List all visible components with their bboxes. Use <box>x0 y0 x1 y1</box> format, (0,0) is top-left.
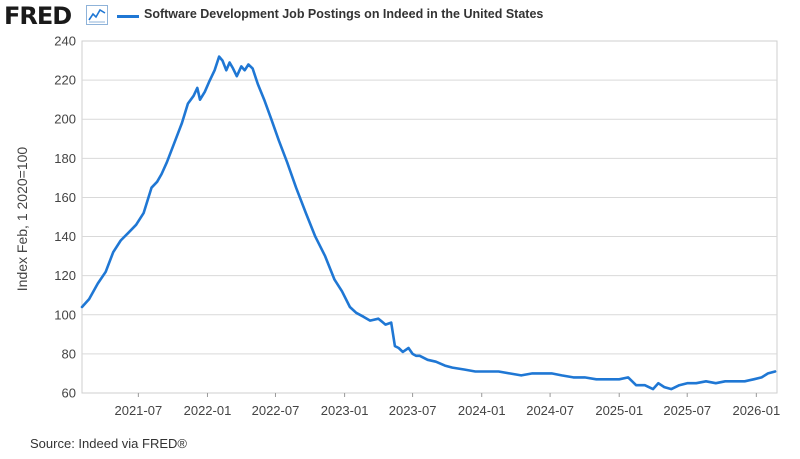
x-tick-label: 2026-01 <box>732 403 780 418</box>
y-tick-label: 180 <box>54 151 76 166</box>
y-tick-label: 80 <box>62 346 76 361</box>
x-tick-label: 2025-01 <box>595 403 643 418</box>
y-tick-label: 60 <box>62 386 76 401</box>
x-tick-label: 2024-07 <box>526 403 574 418</box>
line-chart-icon <box>86 5 108 25</box>
x-tick-label: 2023-07 <box>389 403 437 418</box>
y-tick-label: 100 <box>54 307 76 322</box>
y-tick-label: 200 <box>54 112 76 127</box>
y-tick-label: 240 <box>54 34 76 49</box>
plot-background <box>81 40 778 394</box>
y-tick-label: 120 <box>54 268 76 283</box>
series-line <box>80 55 777 391</box>
y-axis-ticks: 60 80 100 120 140 160 180 200 220 240 <box>54 34 76 401</box>
x-axis-ticks: 2021-07 2022-01 2022-07 2023-01 2023-07 2024-… <box>114 393 780 418</box>
y-tick-label: 140 <box>54 229 76 244</box>
y-tick-label: 220 <box>54 73 76 88</box>
y-axis-label: Index Feb, 1 2020=100 <box>14 147 30 292</box>
x-tick-label: 2022-01 <box>184 403 232 418</box>
chart-header: FRED Software Development Job Postings o… <box>0 0 800 32</box>
fred-logo: FRED <box>4 2 72 30</box>
x-tick-label: 2022-07 <box>252 403 300 418</box>
legend-series-name: Software Development Job Postings on Ind… <box>144 7 544 21</box>
source-note: Source: Indeed via FRED® <box>30 436 187 451</box>
gridlines <box>82 79 777 355</box>
y-tick-label: 160 <box>54 190 76 205</box>
x-tick-label: 2023-01 <box>321 403 369 418</box>
x-tick-label: 2021-07 <box>114 403 162 418</box>
x-tick-label: 2024-01 <box>458 403 506 418</box>
x-tick-label: 2025-07 <box>663 403 711 418</box>
legend-swatch <box>117 15 139 18</box>
